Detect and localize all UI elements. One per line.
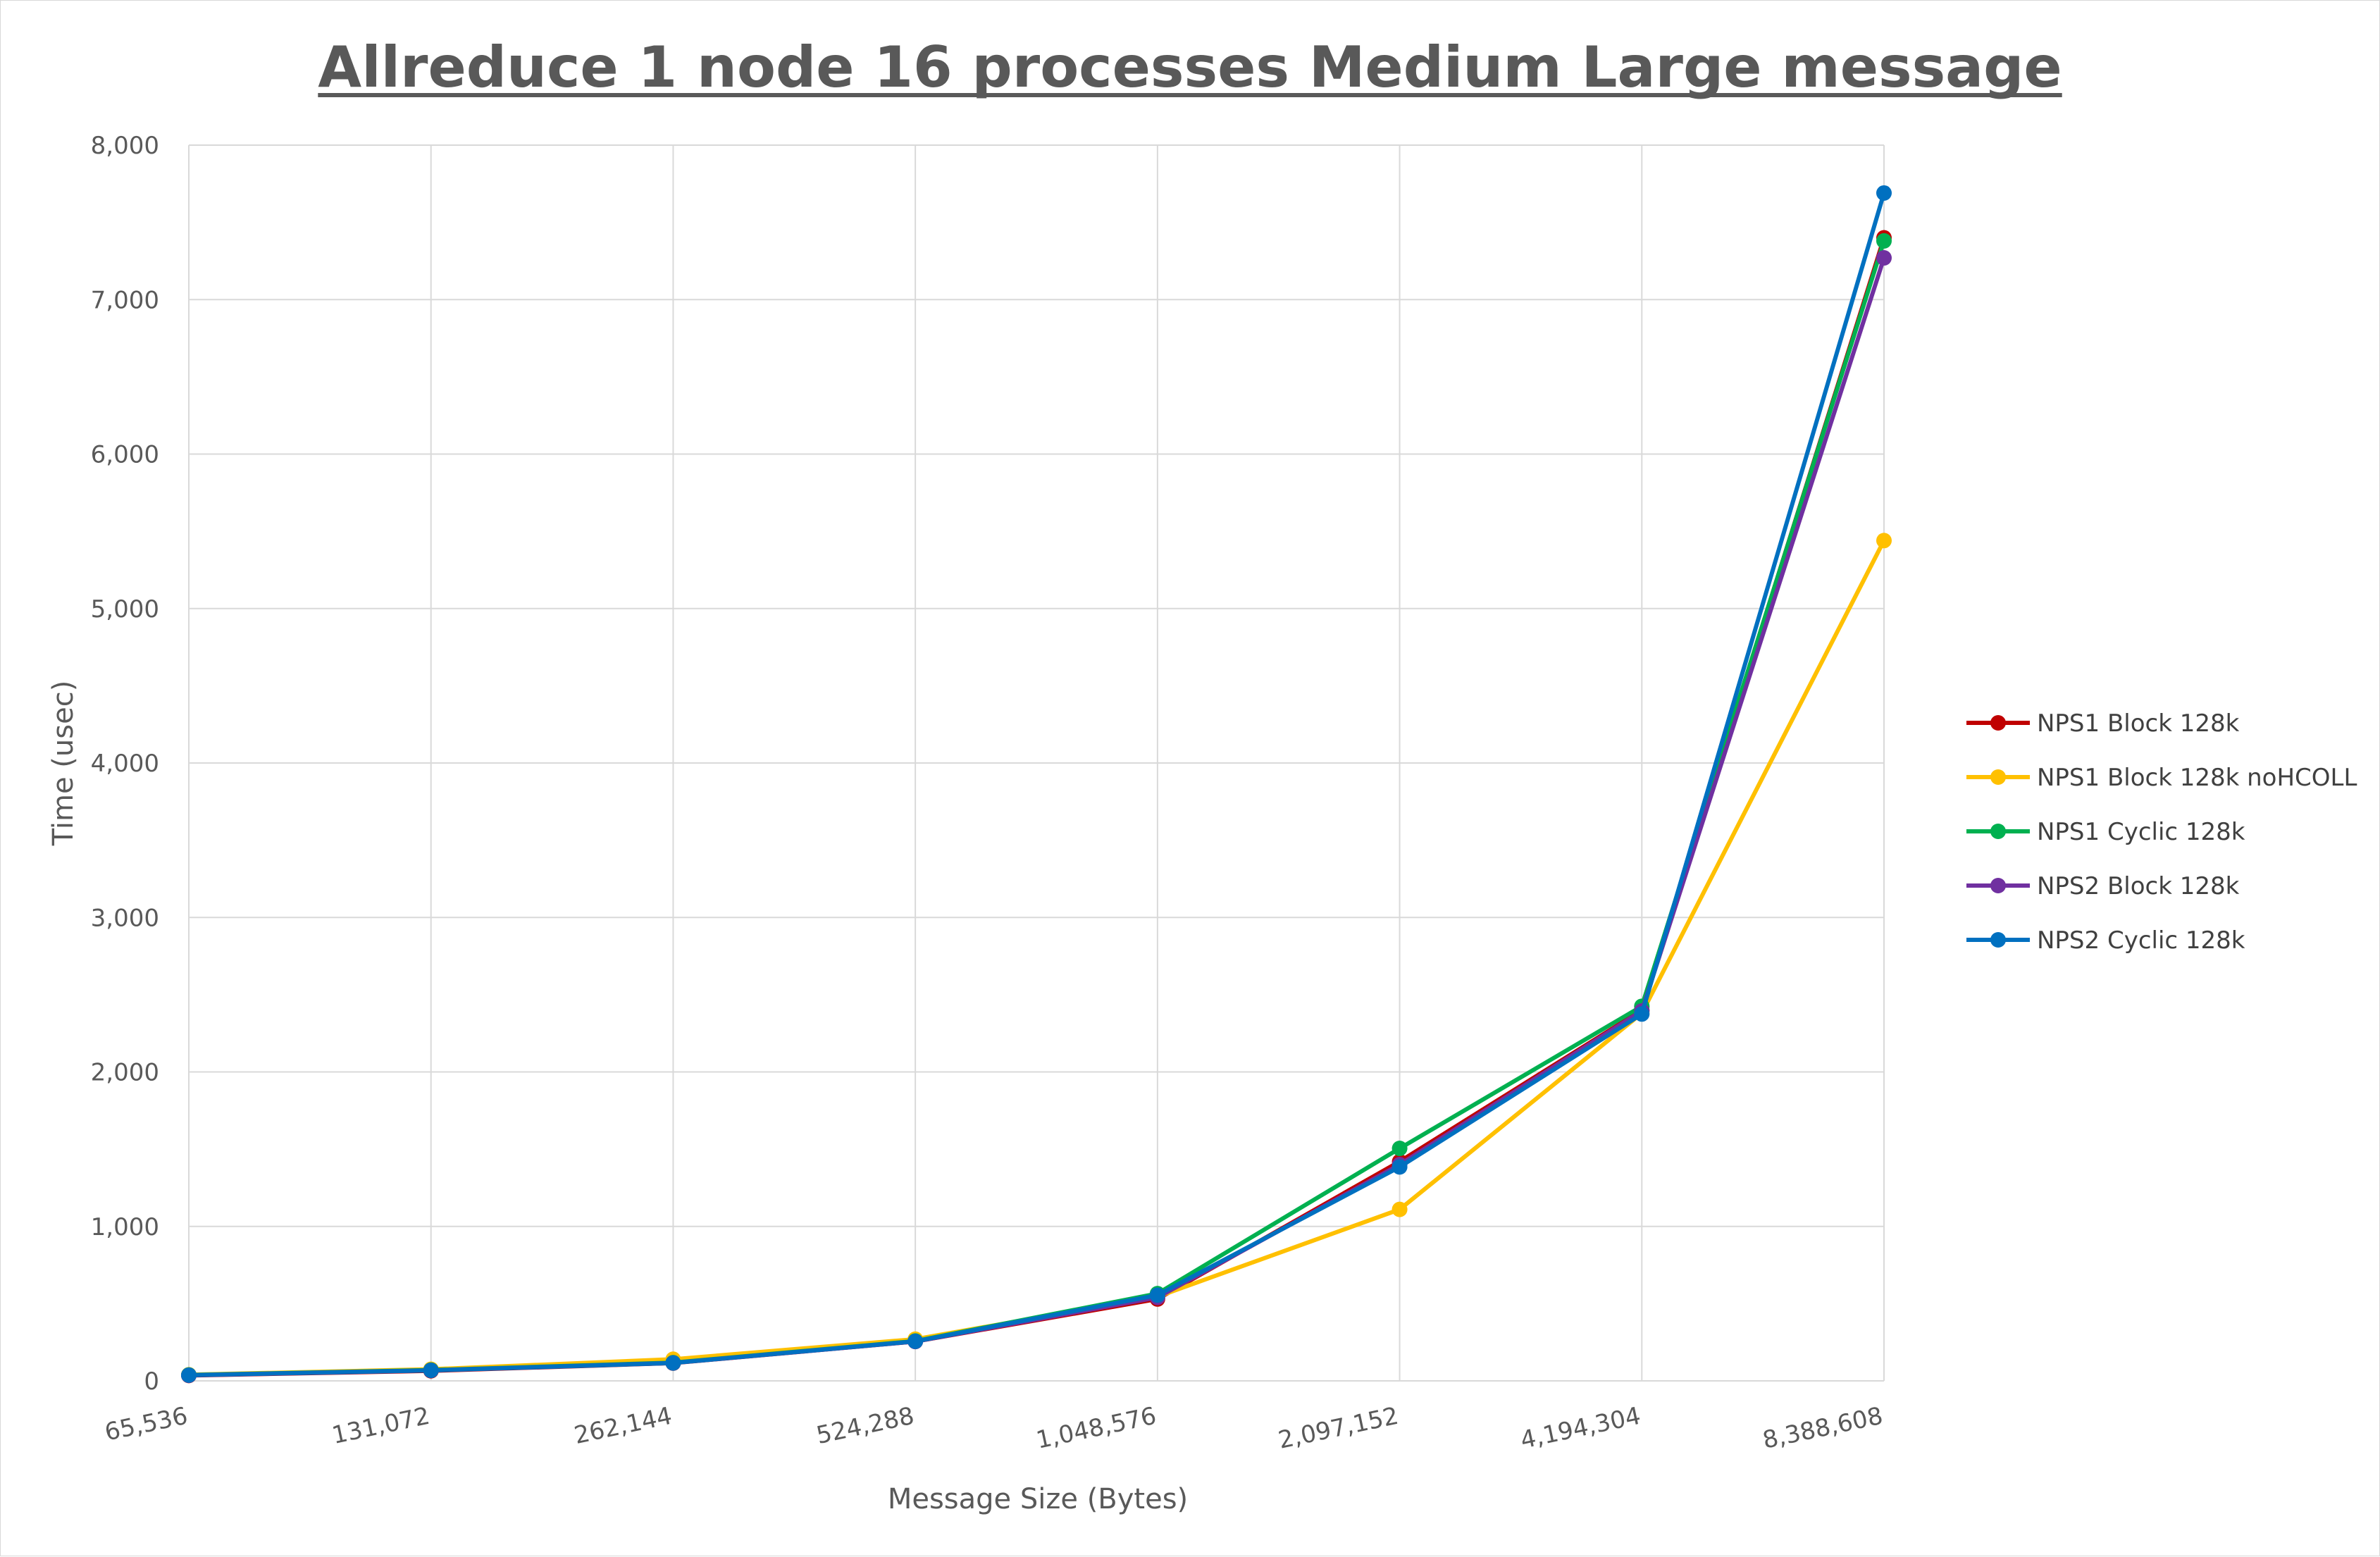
data-point xyxy=(1876,232,1892,249)
legend-label: NPS1 Block 128k noHCOLL xyxy=(2037,764,2357,792)
y-axis-ticks: 0 1,000 2,000 3,000 4,000 5,000 6,000 7,000 8,00… xyxy=(91,132,159,1396)
legend-label: NPS2 Block 128k xyxy=(2037,872,2240,900)
legend-label: NPS2 Cyclic 128k xyxy=(2037,926,2245,955)
legend-label: NPS1 Cyclic 128k xyxy=(2037,818,2245,846)
series-line xyxy=(188,192,1886,1377)
y-tick-label: 2,000 xyxy=(91,1059,159,1087)
x-tick-label: 8,388,608 xyxy=(1760,1402,1885,1455)
x-tick-label: 262,144 xyxy=(571,1402,674,1450)
data-point xyxy=(423,1363,439,1379)
series-line xyxy=(188,539,1886,1377)
legend-swatch-marker xyxy=(1990,715,2006,731)
legend-swatch-marker xyxy=(1990,824,2006,839)
data-point xyxy=(1876,533,1892,549)
data-point xyxy=(1876,185,1892,201)
series-line xyxy=(188,237,1886,1378)
y-tick-label: 6,000 xyxy=(91,441,159,469)
data-point xyxy=(1392,1201,1408,1217)
chart-title: Allreduce 1 node 16 processes Medium Lar… xyxy=(318,35,2062,100)
legend-label: NPS1 Block 128k xyxy=(2037,709,2240,738)
legend-swatch-marker xyxy=(1990,932,2006,948)
series-lines xyxy=(181,185,1892,1384)
y-tick-label: 0 xyxy=(144,1367,159,1396)
data-point xyxy=(1392,1141,1408,1157)
data-point xyxy=(665,1355,681,1371)
data-point xyxy=(1876,250,1892,266)
gridlines xyxy=(188,144,1885,1382)
x-axis-ticks: 65,536 131,072 262,144 524,288 1,048,576 2,09… xyxy=(102,1402,1885,1455)
series-line xyxy=(188,240,1886,1377)
y-tick-label: 8,000 xyxy=(91,132,159,160)
series-line xyxy=(188,257,1886,1378)
data-point xyxy=(1149,1287,1165,1303)
x-tick-label: 524,288 xyxy=(814,1402,917,1450)
x-tick-label: 131,072 xyxy=(330,1402,433,1450)
x-tick-label: 2,097,152 xyxy=(1276,1402,1401,1455)
y-tick-label: 3,000 xyxy=(91,904,159,932)
data-point xyxy=(907,1333,924,1349)
legend: NPS1 Block 128k NPS1 Block 128k noHCOLL NP… xyxy=(1966,709,2357,955)
y-tick-label: 1,000 xyxy=(91,1213,159,1241)
data-point xyxy=(181,1367,197,1383)
y-axis-title: Time (usec) xyxy=(47,681,80,847)
legend-swatch-marker xyxy=(1990,878,2006,893)
x-tick-label: 1,048,576 xyxy=(1034,1402,1159,1455)
x-tick-label: 4,194,304 xyxy=(1518,1402,1644,1455)
y-tick-label: 7,000 xyxy=(91,286,159,314)
x-tick-label: 65,536 xyxy=(102,1402,190,1447)
x-axis-title: Message Size (Bytes) xyxy=(888,1483,1188,1515)
data-point xyxy=(1392,1159,1408,1175)
y-tick-label: 5,000 xyxy=(91,595,159,624)
legend-swatch-marker xyxy=(1990,769,2006,785)
y-tick-label: 4,000 xyxy=(91,750,159,778)
data-point xyxy=(1634,1006,1650,1022)
